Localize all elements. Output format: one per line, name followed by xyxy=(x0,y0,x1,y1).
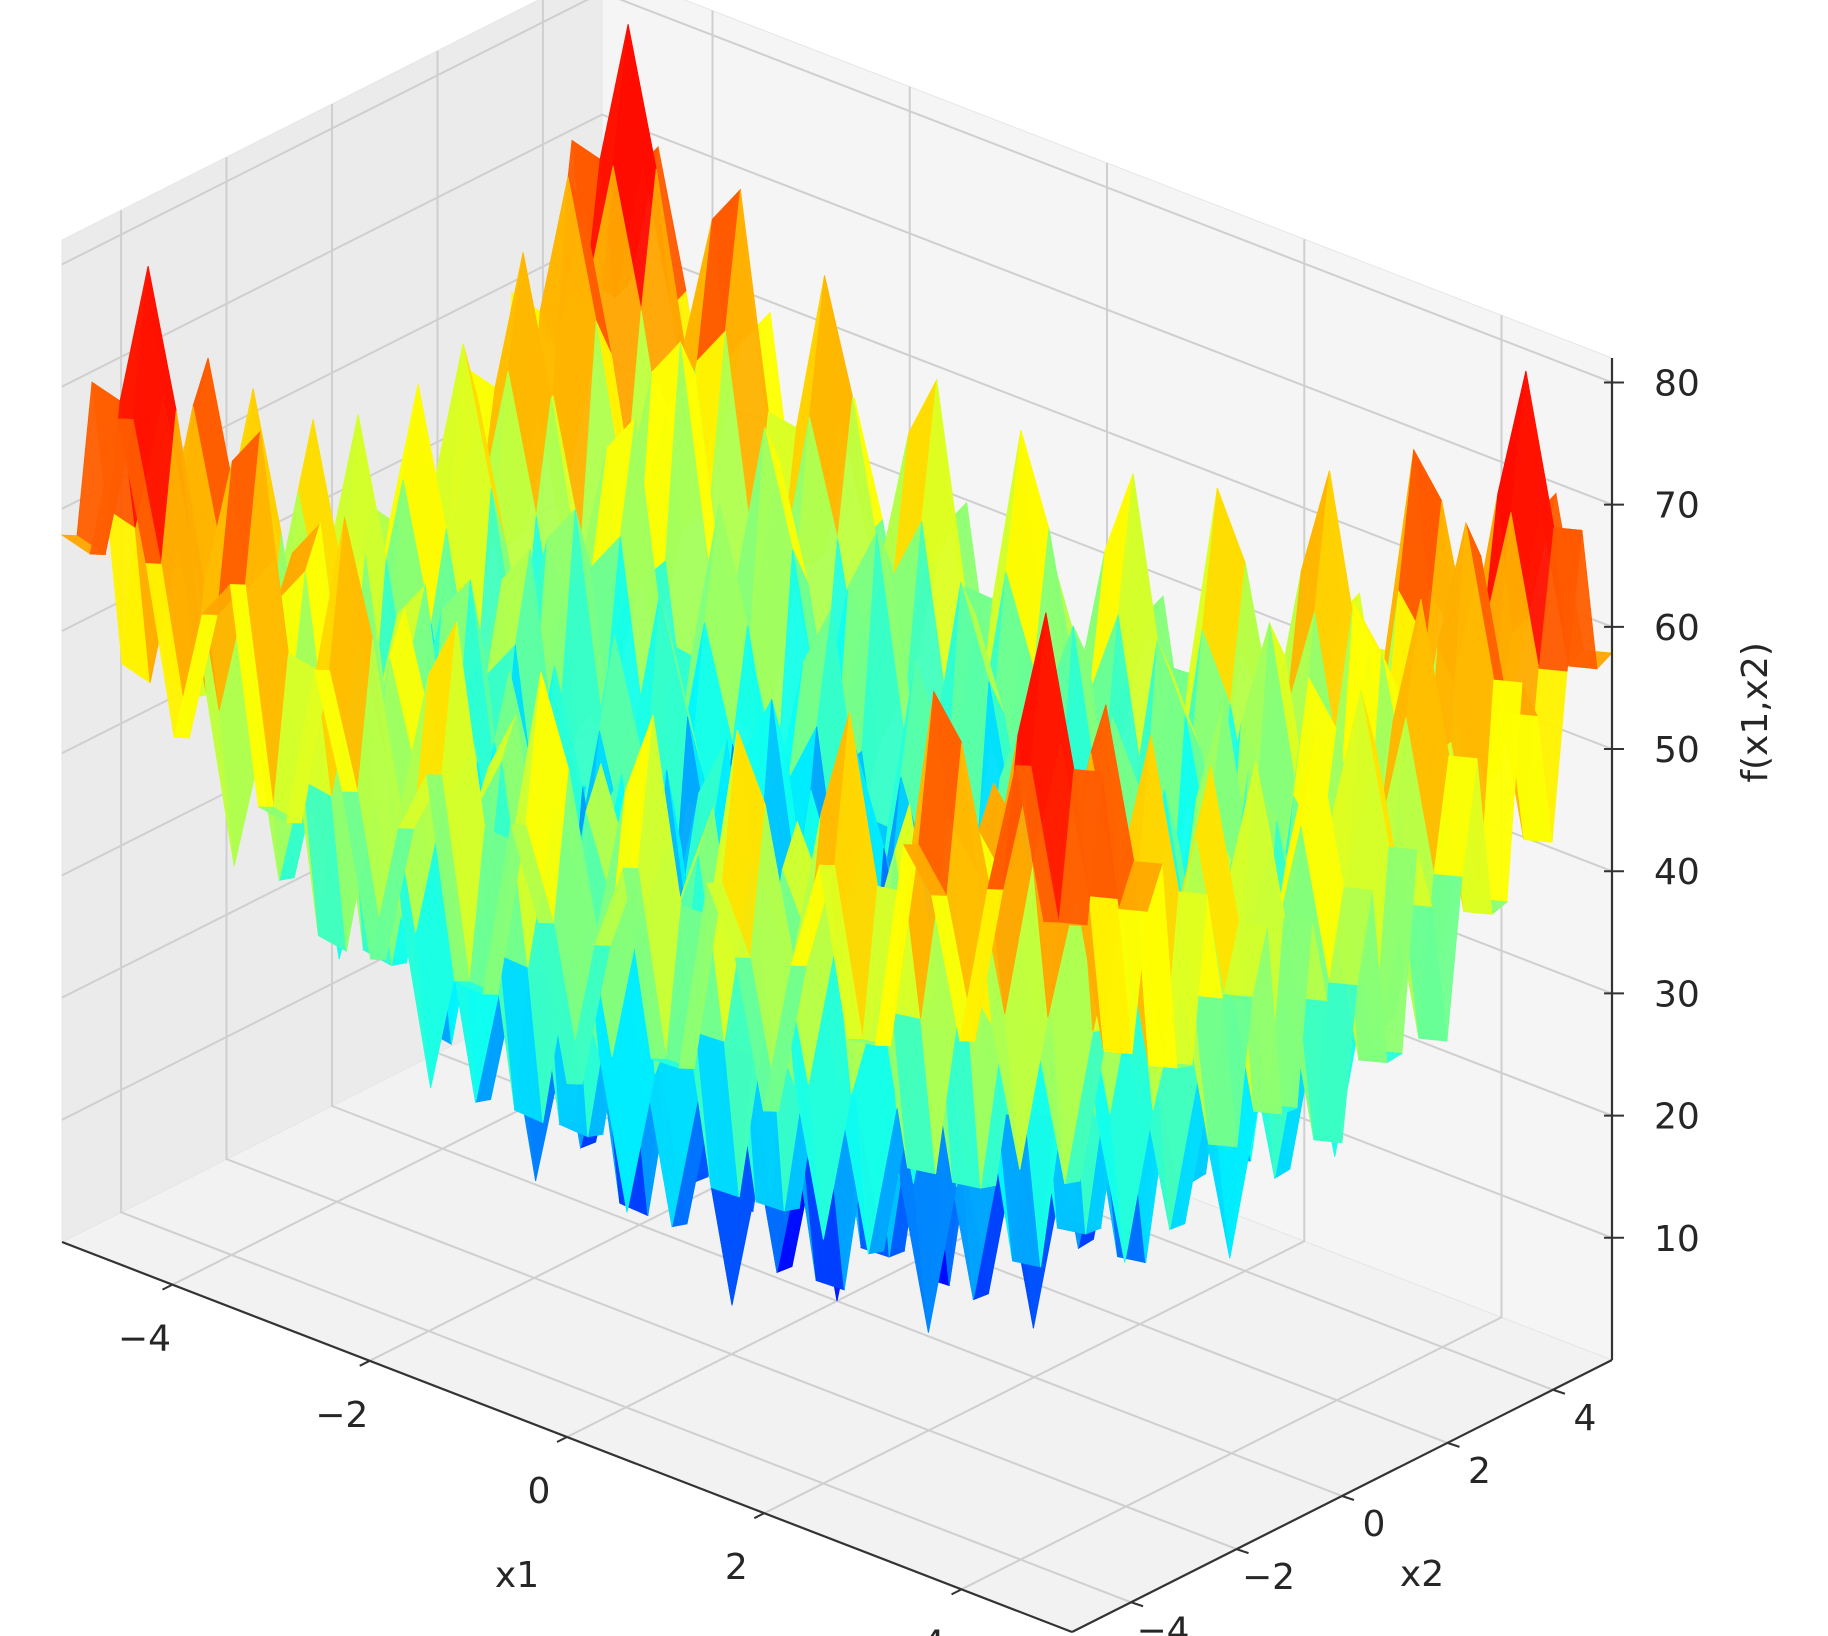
z-grid-line xyxy=(61,113,1613,506)
x1-tick-label: −4 xyxy=(118,1319,171,1360)
z-tick-label: 30 xyxy=(1654,974,1700,1015)
x1-tick-mark xyxy=(753,1512,765,1520)
x1-tick-mark xyxy=(359,1359,371,1367)
z-grid-line xyxy=(61,0,1613,384)
x1-tick-mark xyxy=(951,1588,962,1596)
z-tick-label: 10 xyxy=(1654,1219,1700,1260)
x1-tick-mark xyxy=(556,1436,568,1443)
x2-tick-label: 0 xyxy=(1363,1504,1386,1545)
x2-tick-mark xyxy=(1341,1495,1355,1501)
x1-tick-label: −2 xyxy=(315,1395,368,1436)
x2-tick-mark xyxy=(1447,1441,1460,1448)
z-tick-label: 50 xyxy=(1654,730,1700,771)
surface-facet xyxy=(1043,922,1088,926)
z-tick-label: 70 xyxy=(1654,486,1700,527)
x1-axis-ticks: −4 −2 0 2 4 xyxy=(118,1283,962,1636)
x2-axis-label: x2 xyxy=(1400,1554,1444,1595)
z-axis-label: f(x1,x2) xyxy=(1735,642,1776,783)
x2-tick-label: 4 xyxy=(1573,1398,1596,1439)
x2-tick-label: 2 xyxy=(1468,1451,1491,1492)
x2-tick-mark xyxy=(1552,1388,1566,1395)
x2-tick-label: −2 xyxy=(1242,1557,1295,1598)
z-tick-label: 40 xyxy=(1654,852,1700,893)
z-tick-label: 20 xyxy=(1654,1097,1700,1138)
x1-tick-label: 4 xyxy=(922,1623,945,1636)
x2-tick-mark xyxy=(1130,1601,1144,1608)
x2-axis-ticks: −4 −2 0 2 4 xyxy=(1130,1388,1596,1636)
x1-tick-label: 0 xyxy=(528,1471,551,1512)
x1-tick-label: 2 xyxy=(725,1547,748,1588)
x1-tick-mark xyxy=(162,1283,173,1291)
surface-mesh xyxy=(60,24,1613,1333)
z-tick-label: 60 xyxy=(1654,608,1700,649)
x2-grid-line xyxy=(331,104,1343,1497)
x1-axis-label: x1 xyxy=(495,1555,539,1596)
x2-tick-label: −4 xyxy=(1137,1610,1190,1636)
x2-tick-mark xyxy=(1236,1548,1249,1555)
z-axis-ticks: 10 20 30 40 50 60 70 80 xyxy=(1604,363,1700,1260)
z-tick-label: 80 xyxy=(1654,363,1700,404)
